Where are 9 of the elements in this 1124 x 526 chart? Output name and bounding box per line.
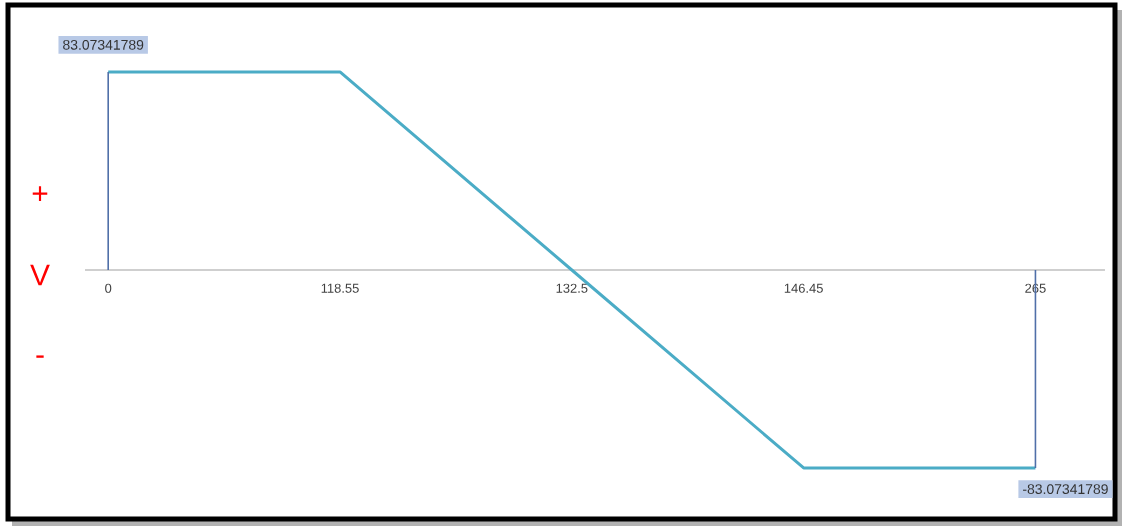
text: +: [32, 186, 48, 201]
text: V: [30, 264, 50, 286]
x-tick-label: 118.55: [321, 283, 359, 293]
text: -: [36, 355, 44, 358]
x-tick-label: 132.5: [556, 283, 588, 293]
data-label: -83.07341789: [1023, 484, 1108, 495]
x-tick-label: 0: [105, 283, 112, 293]
data-label: 83.07341789: [63, 39, 144, 50]
x-tick-label: 146.45: [784, 283, 823, 293]
